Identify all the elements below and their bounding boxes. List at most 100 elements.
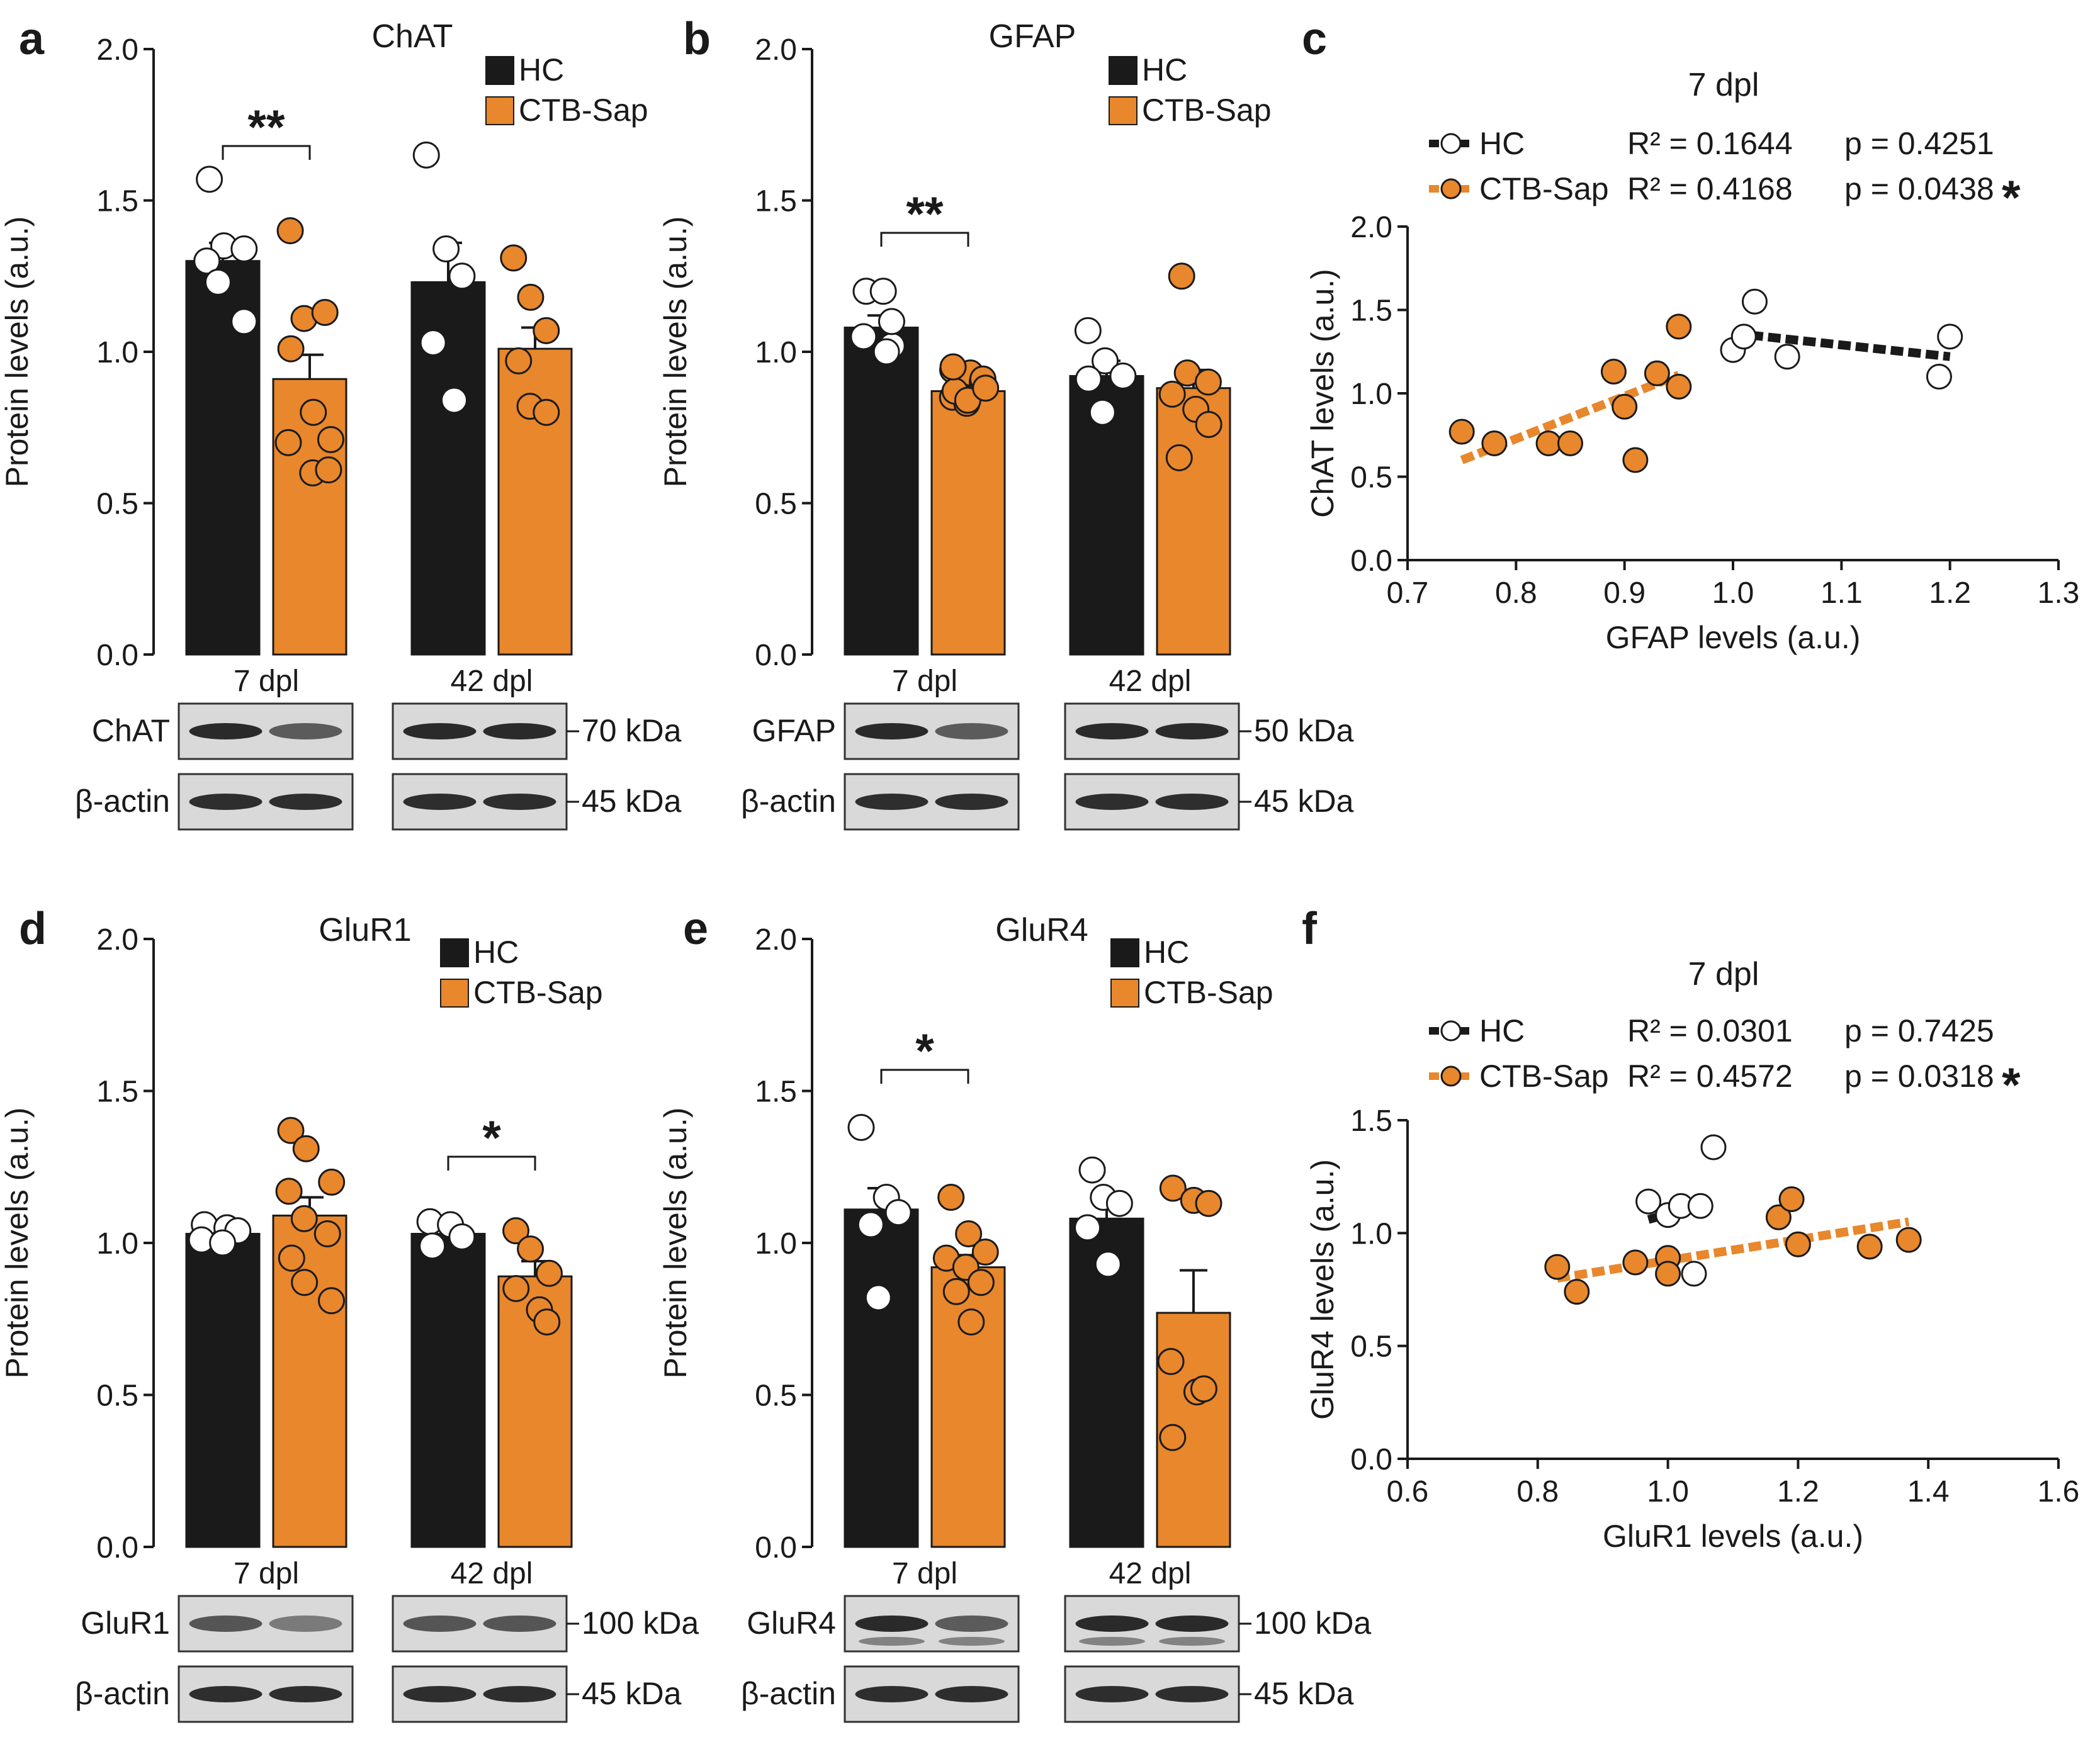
western-blot-band [483,794,556,810]
panel-e-glur4-bar-chart: e GluR4 0.0 0.5 1.0 1.5 2.0 Protein levels (a.u… [658,904,1371,1723]
data-point-ctb [502,1217,530,1245]
chart-title: 7 dpl [1688,67,1759,103]
y-tick-label: 0.5 [96,1380,138,1413]
regression-line-ctb [1556,1217,1910,1283]
western-blot-band [189,1686,262,1702]
scatter-point-ctb [1622,1249,1649,1276]
x-category-label: 42 dpl [451,665,533,698]
legend-swatch-hc [485,56,514,85]
x-tick-label: 1.0 [1647,1475,1689,1509]
panel-letter: b [683,14,711,64]
blot-row-label: GFAP [752,713,836,748]
western-blot-band [483,1686,556,1702]
panel-b-gfap-bar-chart: b GFAP 0.0 0.5 1.0 1.5 2.0 Protein levels (a.u.… [658,14,1354,831]
western-blot-band [269,1616,342,1632]
data-point-hc [1074,1214,1102,1242]
y-tick-label: 1.5 [755,185,797,218]
legend-label-ctb: CTB-Sap [1479,1059,1609,1094]
data-point-hc [209,1229,237,1257]
legend-label-hc: HC [519,52,564,87]
data-point-ctb [311,298,339,326]
data-point-ctb [318,1168,346,1196]
kda-label: 50 kDa [1254,713,1354,748]
significance-marker: * [482,1111,501,1165]
legend-label-hc: HC [473,935,519,970]
r-squared-value: R² = 0.1644 [1627,126,1793,161]
western-blot-band [859,1637,925,1646]
western-blot-band [935,1616,1008,1632]
western-blot-band [483,723,556,739]
data-point-ctb [1190,1375,1217,1403]
scatter-point-hc [1741,288,1768,315]
data-point-ctb [274,429,302,456]
western-blot-band [483,1616,556,1632]
legend-swatch-ctb [1109,96,1138,125]
western-blot-band [403,1686,477,1702]
western-blot-band [1075,723,1149,739]
data-point-ctb [1157,1347,1185,1375]
y-tick-label: 2.0 [755,923,797,957]
panel-d-glur1-bar-chart: d GluR1 0.0 0.5 1.0 1.5 2.0 Protein levels (a.u… [0,904,699,1723]
y-tick-label: 0.5 [1350,1330,1392,1364]
chart-title: 7 dpl [1688,956,1759,992]
panel-letter: c [1302,14,1327,64]
y-tick-label: 2.0 [755,33,797,67]
legend-label-hc: HC [1479,1013,1525,1048]
scatter-point-hc [1700,1134,1727,1160]
data-point-hc [1088,398,1116,426]
data-point-hc [419,1232,446,1260]
data-point-ctb [535,1259,563,1287]
x-tick-label: 1.2 [1929,576,1971,610]
data-point-ctb [290,1205,318,1232]
x-axis-label: GluR1 levels (a.u.) [1603,1519,1863,1554]
scatter-point-hc [1730,323,1757,350]
western-blot-band [1079,1637,1145,1646]
data-point-hc [196,166,223,193]
data-point-ctb [1194,368,1222,396]
data-point-hc [872,338,900,366]
data-point-ctb [517,283,545,311]
western-blot-band [855,1616,929,1632]
x-tick-label: 1.1 [1821,576,1863,610]
western-blot-band [855,723,929,739]
significance-marker: * [2002,171,2021,225]
x-category-label: 7 dpl [234,665,299,698]
bar-ctb [930,390,1006,656]
kda-label: 100 kDa [1254,1605,1371,1641]
data-point-hc [1075,365,1102,393]
blot-row-label: GluR1 [81,1605,170,1641]
data-point-ctb [1159,1174,1187,1202]
western-blot-band [189,794,262,810]
y-tick-label: 0.0 [755,1531,797,1565]
data-point-ctb [291,1269,319,1296]
blot-row-label: β-actin [741,784,836,819]
scatter-point-ctb [1481,430,1508,456]
y-axis-label: ChAT levels (a.u.) [1305,269,1340,518]
data-point-ctb [292,1135,320,1162]
chart-title: GluR1 [319,912,411,948]
legend-marker [1440,133,1462,154]
y-tick-label: 1.0 [96,336,138,369]
data-point-ctb [277,1116,305,1144]
bar-hc [844,327,919,656]
significance-bracket [447,1155,536,1171]
scatter-point-hc [1635,1188,1662,1215]
scatter-point-ctb [1564,1279,1590,1305]
y-tick-label: 0.0 [96,639,138,672]
data-point-ctb [1159,1424,1187,1451]
data-point-hc [419,329,447,357]
western-blot-band [403,723,477,739]
y-tick-label: 0.0 [96,1531,138,1565]
y-tick-label: 1.5 [96,1076,138,1109]
data-point-hc [412,141,440,169]
data-point-ctb [533,317,560,344]
scatter-point-ctb [1666,373,1692,400]
significance-bracket [880,1069,969,1084]
x-tick-label: 1.4 [1907,1475,1950,1509]
data-point-ctb [942,1278,970,1305]
scatter-point-ctb [1600,359,1627,385]
y-axis-label: Protein levels (a.u.) [658,1108,693,1379]
western-blot-band [935,794,1008,810]
data-point-ctb [1165,444,1193,471]
blot-row-label: β-actin [75,1676,170,1711]
